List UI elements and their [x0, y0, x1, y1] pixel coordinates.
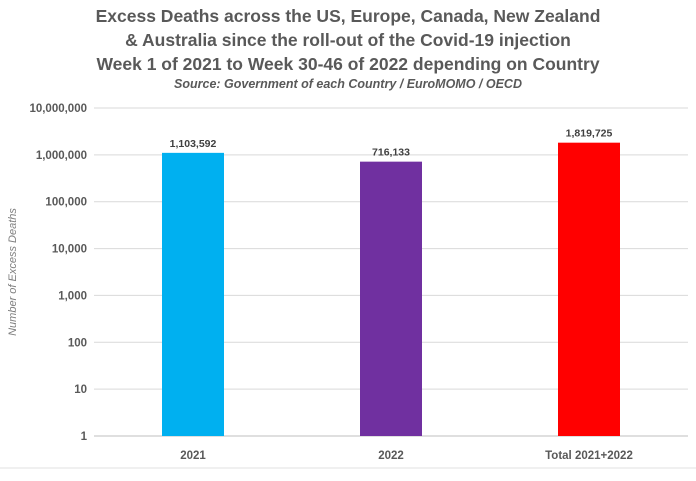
chart-title-line-2: & Australia since the roll-out of the Co…	[125, 30, 571, 50]
x-tick-label: Total 2021+2022	[545, 450, 633, 462]
y-tick-label: 10,000	[52, 244, 87, 256]
y-tick-label: 1,000,000	[36, 150, 87, 162]
data-label: 1,819,725	[566, 128, 613, 140]
data-labels: 1,103,592 716,133 1,819,725	[170, 128, 613, 159]
y-tick-label: 10	[74, 384, 87, 396]
chart-title-line-3: Week 1 of 2021 to Week 30-46 of 2022 dep…	[96, 54, 600, 74]
y-tick-label: 1	[81, 431, 88, 443]
x-tick-label: 2021	[180, 450, 206, 462]
bar	[360, 161, 422, 436]
y-tick-label: 100	[68, 337, 87, 349]
bars	[162, 142, 620, 436]
bar	[162, 152, 224, 436]
chart-title-line-1: Excess Deaths across the US, Europe, Can…	[95, 6, 601, 26]
bar	[558, 142, 620, 436]
x-tick-label: 2022	[378, 450, 404, 462]
y-tick-label: 1,000	[58, 290, 87, 302]
chart-subtitle: Source: Government of each Country / Eur…	[174, 77, 522, 91]
y-tick-label: 10,000,000	[29, 103, 87, 115]
data-label: 1,103,592	[170, 138, 217, 150]
x-axis-ticks: 2021 2022 Total 2021+2022	[180, 450, 633, 462]
y-axis-ticks: 1 10 100 1,000 10,000 100,000 1,000,000 10,000,…	[29, 103, 87, 443]
y-tick-label: 100,000	[45, 197, 87, 209]
data-label: 716,133	[372, 147, 410, 159]
y-axis-label: Number of Excess Deaths	[7, 208, 19, 336]
